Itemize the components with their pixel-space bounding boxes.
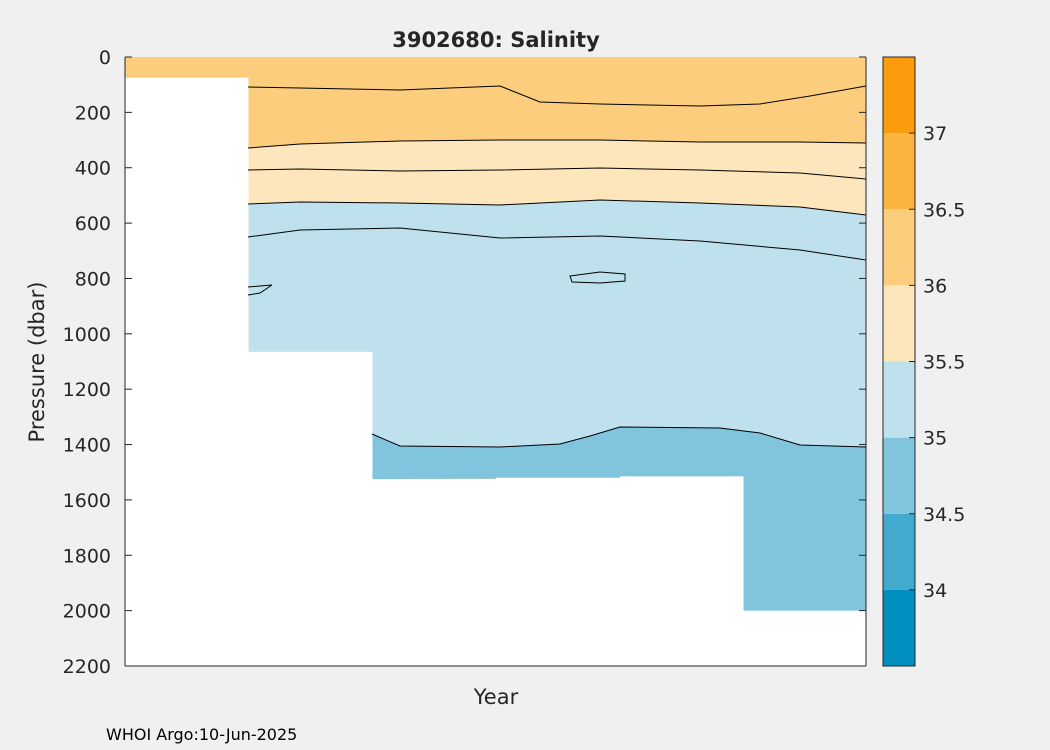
- colorbar-tick-label: 34.5: [923, 504, 965, 526]
- y-tick-label: 1200: [63, 379, 111, 401]
- y-tick-label: 0: [99, 47, 111, 69]
- no-data-segment: [496, 477, 621, 666]
- no-data-segment: [248, 351, 373, 666]
- x-axis-label: Year: [473, 685, 519, 709]
- y-tick-label: 2200: [63, 656, 111, 678]
- y-tick-label: 1400: [63, 435, 111, 457]
- chart-title: 3902680: Salinity: [392, 28, 600, 52]
- y-tick-label: 1800: [63, 545, 111, 567]
- no-data-segment: [125, 77, 249, 666]
- band-35-35-5: [248, 200, 866, 447]
- colorbar-tick-label: 35.5: [923, 352, 965, 374]
- y-tick-label: 400: [75, 158, 111, 180]
- colorbar-swatch: [883, 513, 915, 590]
- colorbar-swatch: [883, 209, 915, 286]
- colorbar-tick-label: 35: [923, 428, 947, 450]
- salinity-field: [125, 57, 866, 666]
- colorbar-swatch: [883, 133, 915, 210]
- contour-35-5-lower: [247, 227, 866, 261]
- contour-lines: [247, 85, 866, 448]
- y-tick-label: 800: [75, 268, 111, 290]
- contour-35: [371, 426, 866, 448]
- no-data-mask: [125, 77, 866, 666]
- colorbar-swatch: [883, 285, 915, 362]
- colorbar-tick-label: 37: [923, 123, 947, 145]
- colorbar-tick-label: 34: [923, 580, 947, 602]
- y-tick-label: 200: [75, 102, 111, 124]
- y-tick-label: 600: [75, 213, 111, 235]
- colorbar-tick-label: 36: [923, 275, 947, 297]
- axes-frame: [124, 57, 867, 667]
- band-34-5-35: [372, 427, 866, 611]
- y-axis-label: Pressure (dbar): [25, 282, 49, 443]
- colorbar: 34 34.5 35 35.5 36 36.5 37: [882, 56, 965, 667]
- contour-eddy-1: [569, 271, 626, 284]
- colorbar-swatch: [883, 437, 915, 514]
- no-data-segment: [743, 610, 866, 666]
- contour-35-5: [247, 199, 866, 216]
- y-tick-label: 1600: [63, 490, 111, 512]
- colorbar-tick-label: 36.5: [923, 199, 965, 221]
- colorbar-swatch: [883, 589, 915, 666]
- y-tick-label: 1000: [63, 324, 111, 346]
- colorbar-swatch: [883, 57, 915, 134]
- contour-eddy-2: [247, 284, 273, 296]
- no-data-segment: [620, 476, 744, 666]
- band-35-5-36: [248, 140, 866, 215]
- colorbar-swatch: [883, 361, 915, 438]
- footer-credit: WHOI Argo:10-Jun-2025: [106, 725, 298, 744]
- contour-36-upper: [247, 85, 866, 107]
- no-data-segment: [372, 479, 497, 666]
- y-axis: 0 200 400 600 800 1000 1200 1400 1600 1800 2000 220…: [63, 47, 866, 678]
- contour-36: [247, 139, 866, 149]
- contour-35-5-mid: [247, 167, 866, 180]
- y-tick-label: 2000: [63, 601, 111, 623]
